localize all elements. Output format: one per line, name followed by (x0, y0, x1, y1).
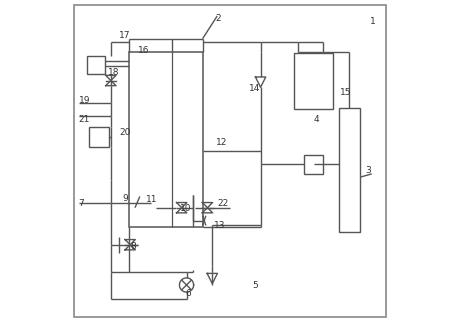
Text: 18: 18 (107, 68, 119, 77)
Text: 16: 16 (138, 46, 150, 55)
Text: 21: 21 (78, 115, 90, 124)
Text: 2: 2 (215, 14, 221, 23)
Text: 11: 11 (146, 195, 157, 204)
Bar (303, 155, 323, 174)
Text: 20: 20 (118, 128, 130, 137)
Text: 19: 19 (78, 96, 90, 105)
Text: 10: 10 (180, 204, 191, 213)
Text: 3: 3 (364, 166, 370, 175)
Text: 15: 15 (339, 88, 350, 97)
Text: 22: 22 (217, 199, 228, 208)
Text: 5: 5 (252, 281, 258, 290)
Text: 17: 17 (118, 31, 130, 40)
Bar (294, 53, 332, 109)
Bar (339, 108, 360, 232)
Text: 4: 4 (313, 115, 319, 124)
Bar (86, 56, 105, 74)
Text: 9: 9 (122, 194, 128, 203)
Text: 12: 12 (215, 137, 226, 147)
Bar (89, 127, 109, 147)
Text: 7: 7 (78, 199, 84, 208)
Text: 6: 6 (185, 289, 190, 298)
Text: 8: 8 (130, 242, 136, 251)
Text: 1: 1 (369, 17, 375, 26)
Text: 13: 13 (213, 221, 225, 230)
Text: 14: 14 (249, 84, 260, 93)
Bar (128, 52, 202, 227)
